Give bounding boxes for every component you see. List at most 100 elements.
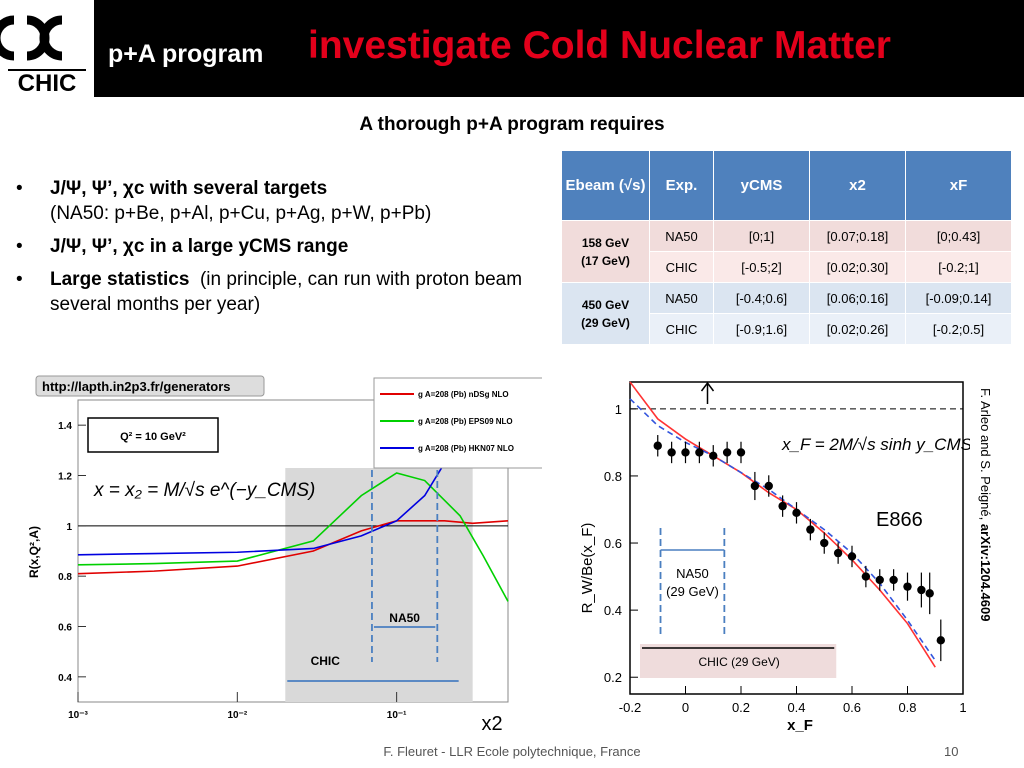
chic-logo-graphic: CHIC [0,15,86,97]
data-point [736,448,746,457]
table-cell: [-0.5;2] [713,251,810,283]
table-cell: [0.06;0.16] [809,282,906,314]
x-tick-label: 10⁻¹ [387,710,407,721]
q2-box [87,417,219,453]
citation-text: F. Arleo and S. Peigné, [978,388,993,524]
bullet-text: (NA50: p+Be, p+Al, p+Cu, p+Ag, p+W, p+Pb… [50,203,432,225]
y-tick-label: 1 [66,522,72,533]
bullet-bold: Large statistics [50,269,190,291]
citation: F. Arleo and S. Peigné, arXiv:1204.4609 [965,384,1005,664]
x-tick-label: 0.2 [732,700,750,715]
na50-sublabel: (29 GeV) [666,584,719,599]
data-point [833,548,843,558]
experiment-label: E866 [876,509,923,531]
series-line-2 [77,472,509,602]
x-axis-label: x2 [481,713,502,735]
formula-text: x_F = 2M/√s sinh y_CMS [781,435,970,454]
x-tick-label: -0.2 [619,700,641,715]
table-row: 450 GeV (29 GeV) NA50 [-0.4;0.6] [0.06;0… [561,282,1012,345]
x-tick-label: 0 [682,700,689,715]
banner-box [35,375,265,397]
bullet-bold: J/Ψ, Ψ’, χc in a large yCMS range [50,236,349,258]
x-axis-label: x_F [787,717,813,734]
na50-label: NA50 [389,611,420,625]
slide-subtitle: p+A program [108,40,264,68]
y-tick-label: 0.4 [58,673,72,684]
ebeam-cell: 158 GeV (17 GeV) [561,220,650,283]
ebeam-value: 450 GeV [581,297,630,312]
title-bar: p+A program investigate Cold Nuclear Mat… [94,0,1024,97]
banner-text: http://lapth.in2p3.fr/generators [42,379,231,394]
chic-logo: CHIC [0,0,94,97]
logo-text: CHIC [18,70,77,97]
y-tick-label: 0.8 [58,572,72,583]
legend-label: g A=208 (Pb) nDSg NLO [418,390,509,399]
table-header: xF [905,150,1012,221]
bullet-item: • J/Ψ, Ψ’, χc in a large yCMS range [16,236,349,258]
table-cell: [-0.2;0.5] [905,313,1012,345]
nuclear-pdf-chart: http://lapth.in2p3.fr/generators 0.4 0.6 0.… [22,370,542,742]
x-tick-label: 0.4 [787,700,805,715]
bullet-text: (in principle, can run with proton beam … [50,269,523,316]
bullet-list: • J/Ψ, Ψ’, χc with several targets (NA50… [14,176,544,325]
citation-graphic: F. Arleo and S. Peigné, arXiv:1204.4609 [978,388,993,621]
formula-text: x = x₂ = M/√s e^(−y_CMS) [93,480,315,501]
data-point [750,481,760,491]
kinematics-table: Ebeam (√s) Exp. yCMS x2 xF 158 GeV (17 G… [561,150,1012,345]
table-cell: CHIC [649,251,714,283]
x-tick-label: 10⁻² [227,710,247,721]
data-point [709,451,718,461]
table-cell: [0;0.43] [905,220,1012,252]
bullet-item: • J/Ψ, Ψ’, χc with several targets (NA50… [16,178,432,225]
data-point [917,585,926,595]
y-axis-label: R(x,Q²,A) [27,526,41,578]
table-cell: NA50 [649,282,714,314]
x-tick-label: 0.8 [898,700,916,715]
q2-label: Q² = 10 GeV² [120,431,186,443]
data-point [695,448,704,457]
data-point [806,525,815,534]
x-tick-label: 0.6 [843,700,861,715]
y-tick-label: 0.2 [604,670,622,685]
na50-label: NA50 [676,566,709,581]
page-number: 10 [944,744,959,759]
chic-label: CHIC [311,654,341,668]
bullet-bold: J/Ψ, Ψ’, χc with several targets [50,178,328,199]
table-cell: NA50 [649,220,714,252]
table-cell: [-0.2;1] [905,251,1012,283]
sqrt-s-value: (17 GeV) [581,253,630,268]
ebeam-value: 158 GeV [581,235,630,250]
y-tick-label: 0.4 [604,603,622,618]
chic-band [640,644,837,678]
data-point [722,448,732,457]
data-point [936,636,945,645]
table-cell: CHIC [649,313,714,345]
sqrt-s-value: (29 GeV) [581,315,630,330]
up-arrow-head [700,381,715,392]
data-point [861,572,871,581]
table-cell: [0.02;0.26] [809,313,906,345]
x-tick-label: 10⁻³ [68,710,88,721]
data-point [847,552,857,561]
table-row: CHIC [-0.9;1.6] [0.02;0.26] [-0.2;0.5] [562,313,1012,345]
y-axis-label: R_W/Be(x_F) [579,523,596,614]
data-point [875,575,884,585]
chic-label: CHIC (29 GeV) [698,655,779,669]
y-tick-label: 1 [615,402,622,417]
svg-text:F. Arleo and S. Peigné, arXiv:: F. Arleo and S. Peigné, arXiv:1204.4609 [978,388,993,621]
y-tick-label: 1.4 [58,421,72,432]
chart-background [570,378,970,750]
legend-label: g A=208 (Pb) HKN07 NLO [418,444,514,453]
table-header: Ebeam (√s) [561,150,650,221]
table-cell: [-0.4;0.6] [713,282,810,314]
suppression-chart: -0.2 0 0.2 0.4 0.6 0.8 1 0.2 0.4 0.6 0.8 1 R_W/Be(x_… [570,378,970,750]
data-point [653,441,662,450]
data-point [667,448,676,457]
y-tick-label: 0.8 [604,469,622,484]
section-title: A thorough p+A program requires [359,114,665,135]
citation-arxiv: arXiv:1204.4609 [978,524,993,622]
table-cell: [0;1] [713,220,810,252]
slide-title: investigate Cold Nuclear Matter [308,24,891,67]
bullet-item: • Large statistics (in principle, can ru… [16,269,523,316]
data-point [820,538,829,548]
